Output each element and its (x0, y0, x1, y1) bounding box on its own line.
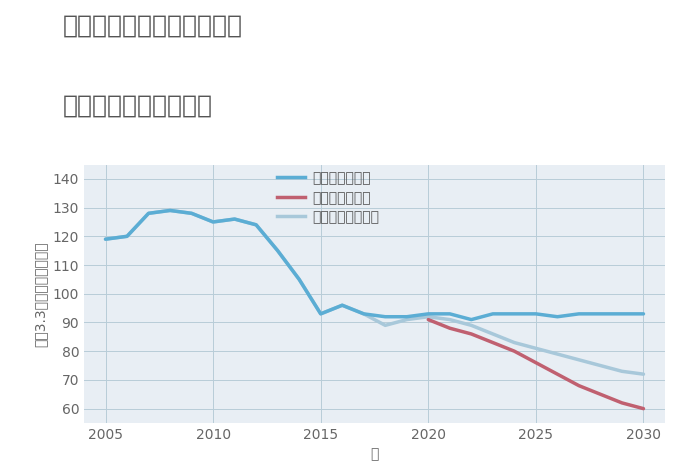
Text: 兵庫県豊岡市出石町寺町の: 兵庫県豊岡市出石町寺町の (63, 14, 243, 38)
Legend: グッドシナリオ, バッドシナリオ, ノーマルシナリオ: グッドシナリオ, バッドシナリオ, ノーマルシナリオ (277, 172, 379, 225)
X-axis label: 年: 年 (370, 447, 379, 462)
Y-axis label: 坪（3.3㎡）単価（万円）: 坪（3.3㎡）単価（万円） (33, 241, 47, 346)
Text: 中古戸建ての価格推移: 中古戸建ての価格推移 (63, 94, 213, 118)
